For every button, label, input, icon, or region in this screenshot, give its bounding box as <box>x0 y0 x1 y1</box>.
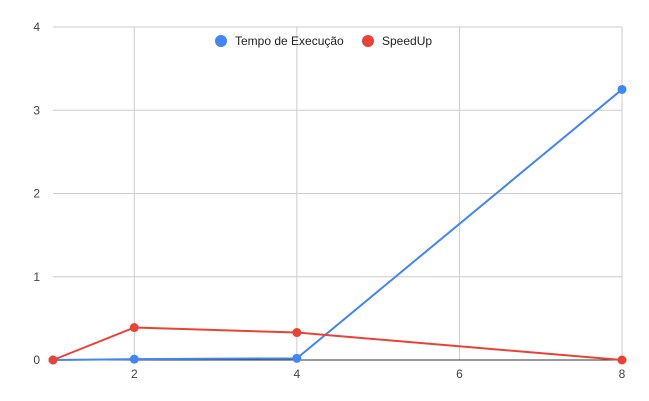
y-tick-label: 4 <box>33 20 40 34</box>
grid <box>53 26 623 360</box>
legend-label-2: SpeedUp <box>382 34 432 48</box>
y-tick-label: 3 <box>33 103 40 117</box>
y-tick-label: 0 <box>33 353 40 367</box>
series-layer <box>48 84 627 365</box>
legend-label-1: Tempo de Execução <box>235 34 344 48</box>
y-tick-label: 1 <box>33 270 40 284</box>
y-tick-label: 2 <box>33 187 40 201</box>
series-point-2 <box>48 355 58 365</box>
legend: Tempo de Execução SpeedUp <box>215 34 432 48</box>
series-line-1 <box>52 88 623 361</box>
x-tick-label: 6 <box>456 367 463 381</box>
series-line-2 <box>52 326 623 361</box>
x-tick-label: 8 <box>619 367 626 381</box>
x-tick-label: 2 <box>131 367 138 381</box>
tick-labels: 0 1 2 3 4 2 4 6 8 <box>33 20 625 381</box>
series-point-2 <box>292 328 302 338</box>
legend-marker-1 <box>215 35 227 47</box>
series-point-2 <box>129 323 139 333</box>
series-point-1 <box>292 353 302 363</box>
legend-marker-2 <box>362 35 374 47</box>
series-point-2 <box>617 355 627 365</box>
series-point-1 <box>617 84 627 94</box>
series-point-1 <box>129 354 139 364</box>
x-tick-label: 4 <box>294 367 301 381</box>
